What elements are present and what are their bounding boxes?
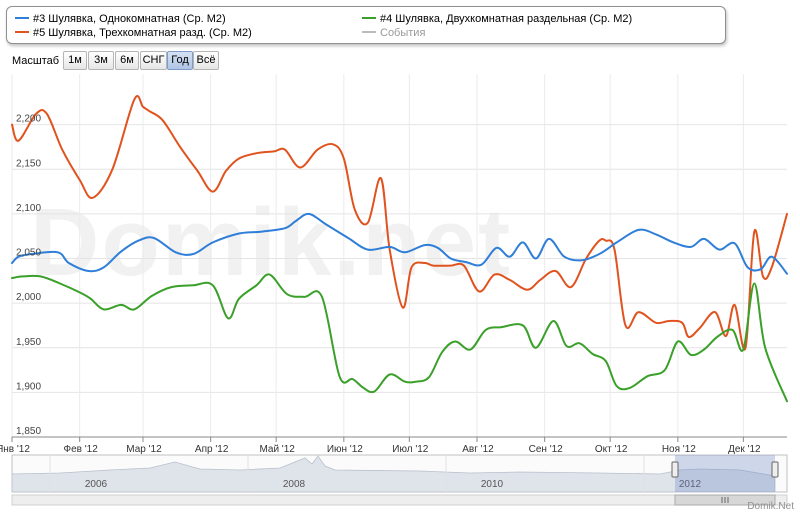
series-line-one-room: [11, 212, 788, 275]
scrollbar-track[interactable]: [11, 494, 788, 506]
zoom-button-all[interactable]: Всё: [193, 51, 219, 70]
zoom-button-6m[interactable]: 6м: [115, 51, 139, 70]
x-tick-label: Авг '12: [462, 444, 494, 455]
navigator: 2006 2008 2010 2012: [11, 454, 788, 506]
legend-item-events[interactable]: События: [362, 26, 425, 40]
y-tick-label: 2,100: [16, 203, 41, 214]
x-tick-label: Окт '12: [595, 444, 628, 455]
navigator-selection[interactable]: [675, 455, 775, 492]
navigator-year-label: 2008: [283, 479, 306, 490]
x-tick-label: Май '12: [259, 444, 295, 455]
legend-swatch: [15, 31, 29, 34]
navigator-handle-right[interactable]: [771, 461, 779, 478]
zoom-button-ytd[interactable]: СНГ: [140, 51, 167, 70]
x-tick-label: Июн '12: [327, 444, 363, 455]
y-tick-label: 2,050: [16, 248, 41, 259]
x-tick-label: Янв '12: [0, 444, 30, 455]
legend-item-series-3[interactable]: #3 Шулявка, Однокомнатная (Ср. М2): [15, 12, 226, 26]
x-tick-label: Фев '12: [64, 444, 99, 455]
y-tick-label: 2,200: [16, 114, 41, 125]
legend-item-series-4[interactable]: #4 Шулявка, Двухкомнатная раздельная (Ср…: [362, 12, 632, 26]
x-tick-label: Апр '12: [195, 444, 229, 455]
zoom-label: Масштаб: [12, 55, 60, 67]
legend-label: События: [380, 27, 426, 39]
series-line-three-room: [11, 95, 788, 351]
zoom-button-year[interactable]: Год: [167, 51, 193, 70]
x-tick-label: Сен '12: [529, 444, 564, 455]
axes: 1,850 1,900 1,950 2,000 2,050 2,100 2,150 2,200…: [0, 114, 787, 455]
navigator-year-label: 2010: [481, 479, 504, 490]
navigator-year-label: 2006: [85, 479, 108, 490]
y-tick-label: 2,000: [16, 292, 41, 303]
navigator-year-label: 2012: [679, 479, 702, 490]
legend: #3 Шулявка, Однокомнатная (Ср. М2) #4 Шу…: [6, 6, 726, 44]
legend-label: #5 Шулявка, Трехкомнатная разд. (Ср. М2): [33, 27, 252, 39]
legend-swatch: [362, 17, 376, 20]
zoom-button-3m[interactable]: 3м: [88, 51, 114, 70]
watermark: Domik.net: [30, 189, 513, 296]
y-tick-label: 1,850: [16, 426, 41, 437]
x-tick-label: Мар '12: [126, 444, 162, 455]
legend-item-series-5[interactable]: #5 Шулявка, Трехкомнатная разд. (Ср. М2): [15, 26, 252, 40]
zoom-button-1m[interactable]: 1м: [63, 51, 87, 70]
legend-label: #4 Шулявка, Двухкомнатная раздельная (Ср…: [380, 13, 633, 25]
y-tick-label: 1,900: [16, 381, 41, 392]
credit-link[interactable]: Domik.Net: [747, 501, 794, 512]
navigator-handle-left[interactable]: [671, 461, 679, 478]
legend-swatch: [15, 17, 29, 20]
legend-label: #3 Шулявка, Однокомнатная (Ср. М2): [33, 13, 226, 25]
grid-lines: [11, 74, 787, 438]
legend-swatch: [362, 31, 376, 34]
x-tick-label: Июл '12: [392, 444, 429, 455]
navigator-series: [11, 455, 776, 493]
x-tick-label: Дек '12: [728, 444, 761, 455]
y-tick-label: 1,950: [16, 337, 41, 348]
series-line-two-room: [11, 273, 788, 403]
plot-area: [11, 95, 788, 403]
y-tick-label: 2,150: [16, 158, 41, 169]
x-tick-label: Ноя '12: [662, 444, 696, 455]
